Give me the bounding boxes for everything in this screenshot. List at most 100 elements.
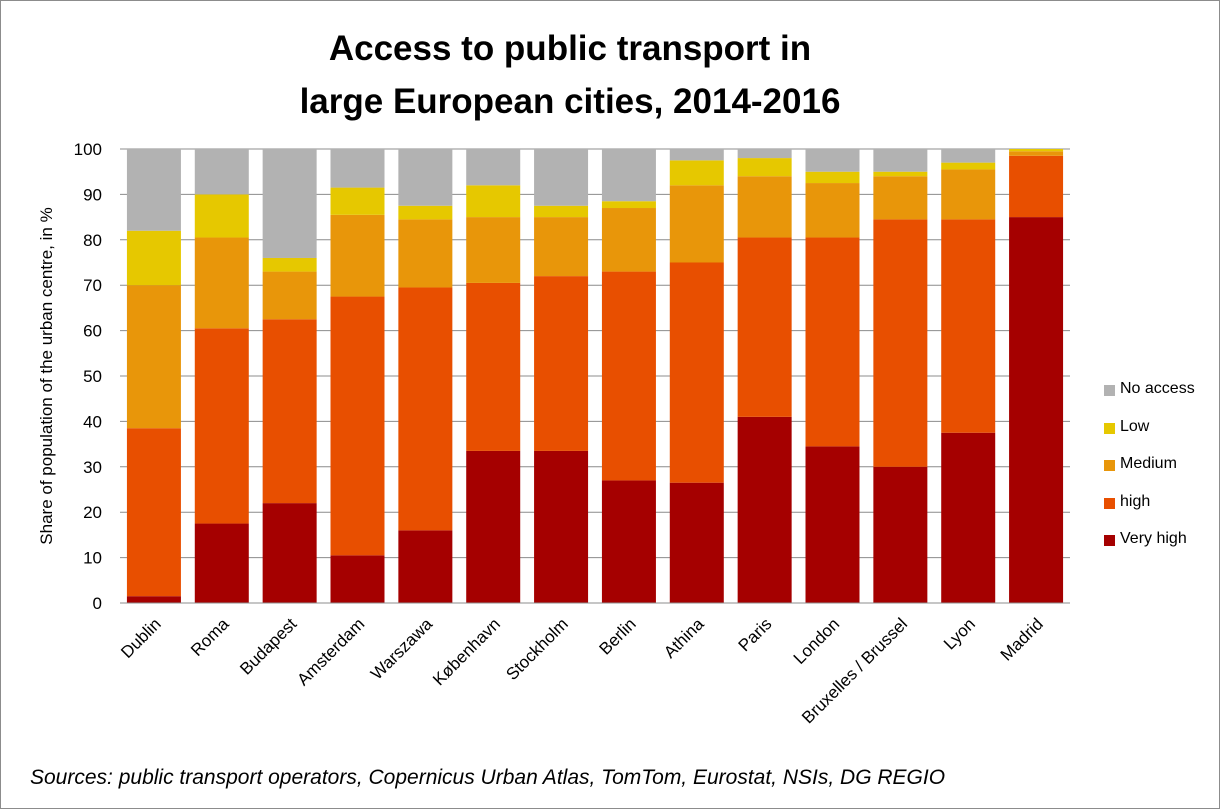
y-tick-label: 10 [83, 549, 102, 568]
bar-segment-no-access [670, 149, 724, 160]
bar-segment-low [806, 172, 860, 183]
bar-segment-high [127, 428, 181, 596]
bar-segment-very-high [602, 480, 656, 603]
bar-segment-medium [398, 219, 452, 287]
bar-segment-no-access [806, 149, 860, 172]
bar-segment-no-access [195, 149, 249, 194]
bar-segment-low [398, 206, 452, 220]
y-tick-label: 0 [93, 594, 102, 613]
legend-label: Low [1120, 418, 1149, 436]
legend-item: Medium [1100, 455, 1220, 475]
y-axis-label: Share of population of the urban centre,… [37, 207, 56, 544]
bar-segment-low [195, 194, 249, 237]
bar-segment-very-high [941, 433, 995, 603]
y-tick-label: 100 [74, 140, 102, 159]
bar-segment-medium [195, 238, 249, 329]
bar-segment-low [670, 160, 724, 185]
bar-segment-low [127, 231, 181, 285]
legend-swatch [1104, 423, 1115, 434]
bar-segment-medium [806, 183, 860, 237]
bar-segment-medium [738, 176, 792, 237]
bar-segment-no-access [941, 149, 995, 163]
x-tick-label: Stockholm [502, 614, 572, 684]
bar-segment-low [331, 188, 385, 215]
x-tick-label: Athina [660, 614, 708, 662]
bar-segment-very-high [738, 417, 792, 603]
x-tick-label: Budapest [236, 614, 300, 678]
legend-label: Very high [1120, 530, 1187, 548]
bar-segment-high [1009, 156, 1063, 217]
bar-segment-very-high [127, 596, 181, 603]
legend-item: high [1100, 493, 1220, 513]
bar-segment-no-access [534, 149, 588, 206]
x-tick-label: London [790, 614, 844, 668]
bar-segment-very-high [466, 451, 520, 603]
bar-segment-medium [873, 176, 927, 219]
legend-item: No access [1100, 380, 1220, 400]
bar-segment-very-high [873, 467, 927, 603]
bar-segment-low [738, 158, 792, 176]
legend-item: Low [1100, 418, 1220, 438]
x-tick-label: Amsterdam [293, 614, 368, 689]
bar-segment-medium [466, 217, 520, 283]
y-tick-label: 50 [83, 367, 102, 386]
x-tick-label: Lyon [940, 614, 979, 653]
bar-segment-no-access [466, 149, 520, 185]
x-tick-label: Madrid [997, 614, 1047, 664]
source-note: Sources: public transport operators, Cop… [30, 766, 945, 790]
bar-segment-low [941, 163, 995, 170]
y-tick-label: 60 [83, 322, 102, 341]
bar-segment-no-access [331, 149, 385, 188]
x-tick-label: Warszawa [367, 614, 436, 683]
bar-segment-very-high [534, 451, 588, 603]
legend-swatch [1104, 498, 1115, 509]
bar-segment-no-access [738, 149, 792, 158]
bar-segment-medium [1009, 151, 1063, 156]
legend-swatch [1104, 535, 1115, 546]
bar-segment-high [466, 283, 520, 451]
bar-segment-no-access [873, 149, 927, 172]
bar-segment-high [398, 287, 452, 530]
x-tick-label: København [429, 614, 504, 689]
bar-segment-medium [263, 272, 317, 320]
bar-segment-high [738, 238, 792, 417]
bar-segment-no-access [398, 149, 452, 206]
bar-segment-very-high [263, 503, 317, 603]
legend-swatch [1104, 460, 1115, 471]
bar-segment-medium [331, 215, 385, 297]
bar-segment-low [534, 206, 588, 217]
bar-segment-medium [602, 208, 656, 272]
bar-segment-low [873, 172, 927, 177]
bar-segment-high [670, 263, 724, 483]
bar-segment-no-access [602, 149, 656, 201]
legend-label: No access [1120, 380, 1195, 398]
bar-segment-medium [534, 217, 588, 276]
legend-label: Medium [1120, 455, 1177, 473]
legend-label: high [1120, 493, 1150, 511]
bar-segment-very-high [331, 555, 385, 603]
y-tick-label: 20 [83, 503, 102, 522]
bar-segment-high [331, 297, 385, 556]
y-tick-label: 80 [83, 231, 102, 250]
bar-segment-high [263, 319, 317, 503]
bar-segment-high [195, 328, 249, 523]
bar-segment-no-access [127, 149, 181, 231]
y-tick-label: 90 [83, 185, 102, 204]
bar-segment-very-high [398, 530, 452, 603]
bar-segment-medium [127, 285, 181, 428]
bar-segment-very-high [195, 524, 249, 603]
bar-segment-medium [941, 169, 995, 219]
bar-segment-low [1009, 149, 1063, 151]
bar-segment-high [941, 219, 995, 432]
bar-segment-very-high [1009, 217, 1063, 603]
x-tick-label: Paris [735, 614, 776, 655]
bar-segment-low [263, 258, 317, 272]
bar-segment-low [602, 201, 656, 208]
legend-swatch [1104, 385, 1115, 396]
bar-segment-high [602, 272, 656, 481]
y-tick-label: 70 [83, 276, 102, 295]
bar-segment-high [873, 219, 927, 466]
legend-item: Very high [1100, 530, 1220, 550]
y-tick-label: 30 [83, 458, 102, 477]
